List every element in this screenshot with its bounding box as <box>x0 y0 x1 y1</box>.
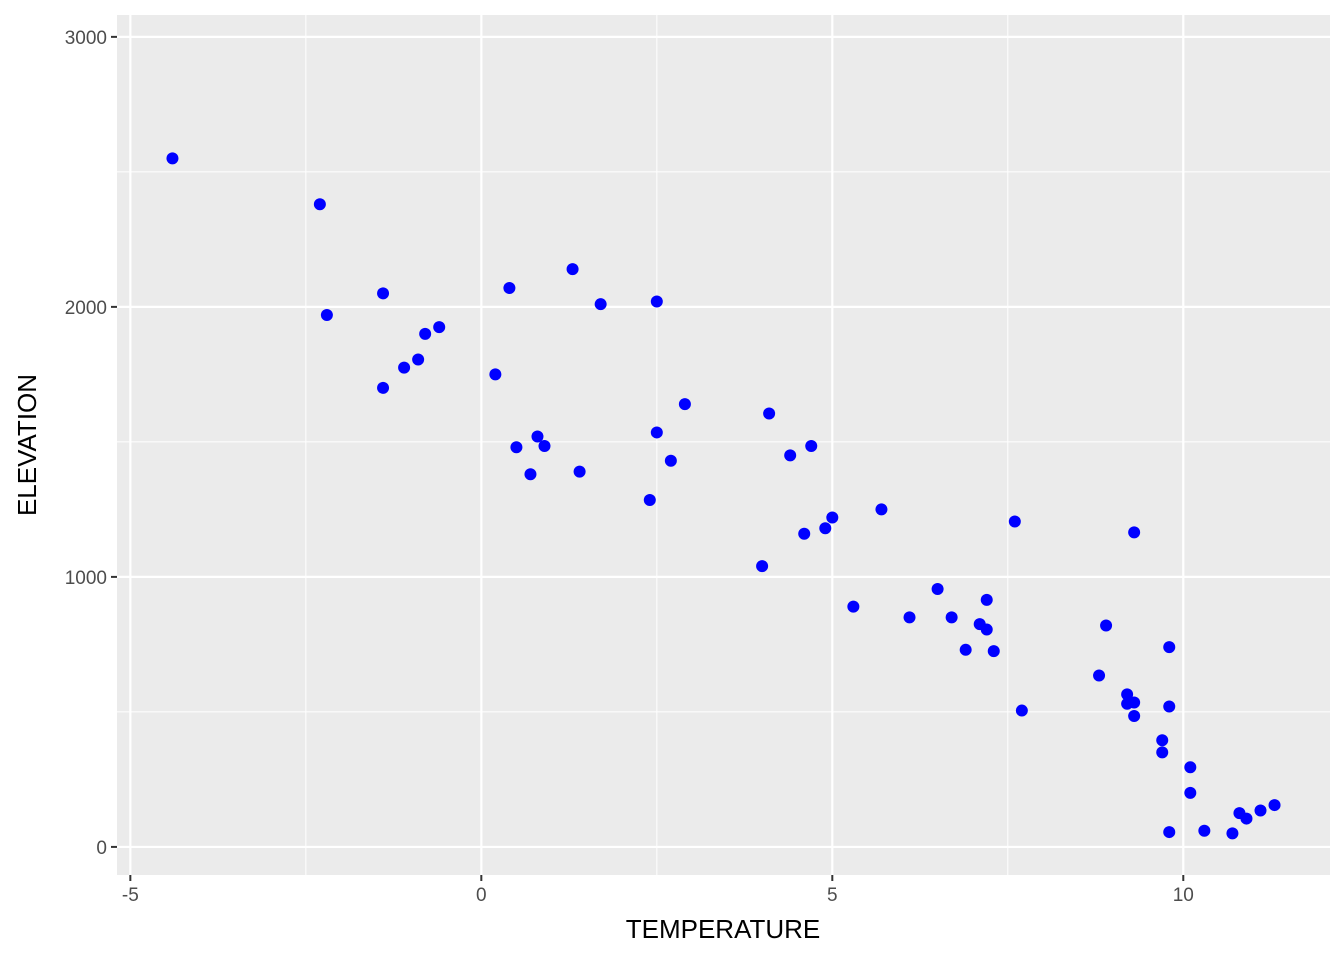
data-point <box>1156 746 1169 759</box>
x-tick-label: 0 <box>476 885 487 906</box>
data-point <box>1163 700 1176 713</box>
data-point <box>805 439 818 452</box>
data-point <box>756 560 769 573</box>
data-point <box>412 353 425 366</box>
data-point <box>313 198 326 211</box>
x-tick-label: 5 <box>827 885 838 906</box>
data-point <box>643 493 656 506</box>
data-point <box>763 407 776 420</box>
data-point <box>826 511 839 524</box>
data-point <box>819 522 832 535</box>
data-point <box>1240 812 1253 825</box>
y-tick-label: 0 <box>96 838 107 859</box>
data-point <box>1184 786 1197 799</box>
data-point <box>847 600 860 613</box>
y-tick-label: 1000 <box>65 568 107 589</box>
data-point <box>1128 709 1141 722</box>
data-point <box>1226 827 1239 840</box>
data-point <box>784 449 797 462</box>
gridlines <box>117 15 1330 875</box>
y-axis-title: ELEVATION <box>12 374 42 516</box>
data-point <box>573 465 586 478</box>
data-point <box>510 441 523 454</box>
y-tick-label: 3000 <box>65 28 107 49</box>
data-point <box>945 611 958 624</box>
data-point <box>1268 799 1281 812</box>
data-point <box>980 623 993 636</box>
data-point <box>1015 704 1028 717</box>
x-tick-label: -5 <box>122 885 139 906</box>
data-point <box>566 263 579 276</box>
axes: -5 0 5 10 0 1000 2000 3000 <box>65 28 1194 906</box>
data-point <box>650 426 663 439</box>
data-point <box>1163 641 1176 654</box>
data-point <box>875 503 888 516</box>
data-point <box>320 308 333 321</box>
data-point <box>1100 619 1113 632</box>
data-point <box>1128 526 1141 539</box>
data-point <box>959 643 972 656</box>
data-point <box>903 611 916 624</box>
data-point <box>678 398 691 411</box>
data-point <box>524 468 537 481</box>
data-point <box>1008 515 1021 528</box>
data-point <box>1156 734 1169 747</box>
data-point <box>1163 826 1176 839</box>
data-point <box>433 321 446 334</box>
y-tick-label: 2000 <box>65 298 107 319</box>
data-points <box>166 152 1281 840</box>
plot-panel <box>117 15 1330 875</box>
data-point <box>166 152 179 165</box>
data-point <box>1184 761 1197 774</box>
data-point <box>980 593 993 606</box>
data-point <box>377 381 390 394</box>
data-point <box>650 295 663 308</box>
x-axis-title: TEMPERATURE <box>626 914 821 944</box>
data-point <box>419 327 432 340</box>
data-point <box>503 281 516 294</box>
data-point <box>1254 804 1267 817</box>
data-point <box>531 430 544 443</box>
data-point <box>1198 824 1211 837</box>
data-point <box>398 361 411 374</box>
data-point <box>538 439 551 452</box>
data-point <box>594 298 607 311</box>
data-point <box>931 583 944 596</box>
data-point <box>1093 669 1106 682</box>
data-point <box>798 527 811 540</box>
x-tick-label: 10 <box>1173 885 1194 906</box>
data-point <box>1128 696 1141 709</box>
data-point <box>664 454 677 467</box>
data-point <box>987 645 1000 658</box>
data-point <box>1121 688 1134 701</box>
data-point <box>489 368 502 381</box>
data-point <box>377 287 390 300</box>
